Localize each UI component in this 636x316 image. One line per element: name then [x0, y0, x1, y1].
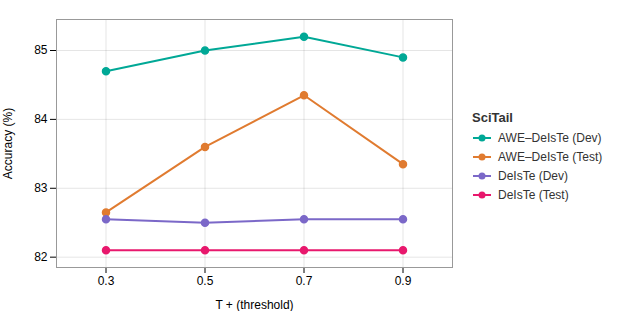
svg-text:0.9: 0.9 — [395, 274, 412, 288]
svg-text:Accuracy (%): Accuracy (%) — [1, 108, 15, 179]
svg-text:0.5: 0.5 — [197, 274, 214, 288]
html-text:DeIsTe (Test): DeIsTe (Test) — [498, 187, 569, 202]
svg-text:84: 84 — [34, 112, 48, 126]
html-text:DeIsTe (Dev): DeIsTe (Dev) — [498, 168, 568, 183]
html-text:AWE–DeIsTe (Dev): AWE–DeIsTe (Dev) — [498, 130, 602, 145]
html-text:AWE–DeIsTe (Test): AWE–DeIsTe (Test) — [498, 149, 603, 164]
svg-text:0.7: 0.7 — [296, 274, 313, 288]
svg-text:T + (threshold): T + (threshold) — [215, 298, 293, 312]
svg-text:82: 82 — [34, 250, 48, 264]
svg-text:0.3: 0.3 — [98, 274, 115, 288]
svg-text:85: 85 — [34, 43, 48, 57]
svg-text:83: 83 — [34, 181, 48, 195]
html-text:SciTail: SciTail — [472, 109, 513, 125]
